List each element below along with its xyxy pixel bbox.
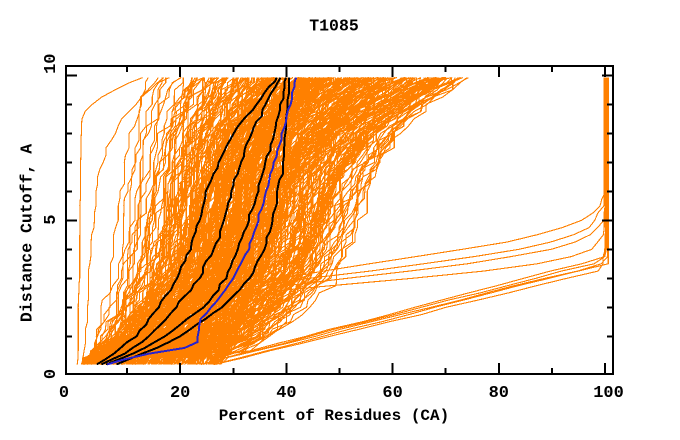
svg-text:0: 0 (59, 384, 69, 403)
svg-text:Percent of Residues (CA): Percent of Residues (CA) (219, 407, 449, 425)
svg-text:T1085: T1085 (309, 17, 359, 36)
svg-text:80: 80 (489, 384, 509, 403)
svg-text:0: 0 (42, 369, 61, 379)
svg-text:100: 100 (593, 384, 624, 403)
svg-text:20: 20 (170, 384, 190, 403)
svg-text:60: 60 (382, 384, 402, 403)
svg-text:40: 40 (276, 384, 296, 403)
svg-text:10: 10 (42, 53, 61, 73)
svg-text:5: 5 (42, 214, 61, 224)
svg-text:Distance Cutoff, A: Distance Cutoff, A (17, 144, 36, 322)
